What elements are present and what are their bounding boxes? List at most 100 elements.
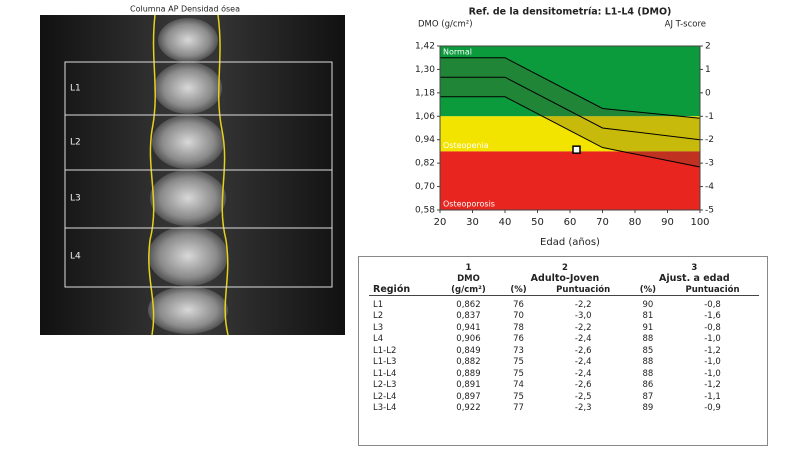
cell: 74 xyxy=(513,380,524,391)
table-row: DMO Adulto-Joven Ajust. a edad xyxy=(369,273,759,284)
header-cell: 2 xyxy=(562,263,568,273)
cell: -1,0 xyxy=(704,368,721,379)
y2-tick-label: 0 xyxy=(705,88,711,98)
cell: -0,8 xyxy=(704,322,721,333)
roi-boxes xyxy=(64,61,333,288)
cell: 86 xyxy=(642,380,654,391)
table-row: L2-L4 0,897 75 -2,5 87 -1,1 xyxy=(369,391,759,403)
table-row: L1 0,862 76 -2,2 90 -0,8 xyxy=(369,295,759,311)
y2-tick-label: -2 xyxy=(705,135,714,145)
x-tick-label: 80 xyxy=(629,217,642,228)
zone xyxy=(440,116,700,152)
cell: 81 xyxy=(642,311,654,322)
cell: 88 xyxy=(642,334,654,345)
scan-title: Columna AP Densidad ósea xyxy=(130,4,240,14)
cell: 76 xyxy=(513,334,524,345)
header-cell: Ajust. a edad xyxy=(659,273,730,284)
y2-tick-label: 2 xyxy=(705,42,711,52)
cell: 70 xyxy=(513,311,524,322)
y-tick-label: 1,30 xyxy=(415,65,435,75)
cell: 75 xyxy=(513,357,524,368)
header-cell: DMO xyxy=(457,273,480,284)
cell: 0,891 xyxy=(456,380,481,391)
spine-edge xyxy=(217,14,229,336)
cell: 75 xyxy=(513,391,524,402)
cell: L3 xyxy=(373,322,384,333)
header-cell: Región xyxy=(373,284,411,295)
zone-label: Osteopenia xyxy=(443,141,489,150)
cell: -2,3 xyxy=(574,403,592,414)
cell: L3-L4 xyxy=(373,403,397,414)
cell: 91 xyxy=(642,322,654,333)
y-tick-label: 0,58 xyxy=(415,206,435,216)
x-axis-label: Edad (años) xyxy=(540,237,600,248)
x-tick-label: 50 xyxy=(531,217,544,228)
y-tick-label: 0,70 xyxy=(415,182,435,192)
header-cell: (g/cm²) xyxy=(451,284,486,295)
x-tick-label: 90 xyxy=(661,217,674,228)
cell: 76 xyxy=(500,295,537,311)
cell: 0,837 xyxy=(456,311,481,322)
cell: L4 xyxy=(373,334,384,345)
header-cell: (%) xyxy=(639,284,656,295)
results-table: 1 2 3 DMO Adulto-Joven Ajust. a edad Región (g/… xyxy=(358,256,768,446)
table-row: L3 0,941 78 -2,2 91 -0,8 xyxy=(369,322,759,334)
y2-tick-label: 1 xyxy=(705,65,711,75)
cell: L2 xyxy=(373,311,384,322)
table-row: L2-L3 0,891 74 -2,6 86 -1,2 xyxy=(369,380,759,392)
spine-edge xyxy=(148,14,156,336)
cell: -0,9 xyxy=(704,403,721,414)
cell: -1,0 xyxy=(704,357,721,368)
patient-point xyxy=(572,145,581,154)
y-tick-label: 0,82 xyxy=(415,159,435,169)
table-row: L2 0,837 70 -3,0 81 -1,6 xyxy=(369,311,759,323)
vertebra-label: L3 xyxy=(70,194,81,204)
table-row: Región (g/cm²) (%) Puntuación (%) Puntuación xyxy=(369,284,759,296)
table-row: L1-L4 0,889 75 -2,4 88 -1,0 xyxy=(369,368,759,380)
x-tick-label: 30 xyxy=(466,217,479,228)
x-tick-label: 40 xyxy=(499,217,512,228)
table-row: L3-L4 0,922 77 -2,3 89 -0,9 xyxy=(369,403,759,415)
cell: 89 xyxy=(642,403,654,414)
table-row: L1-L2 0,849 73 -2,6 85 -1,2 xyxy=(369,345,759,357)
reference-curve xyxy=(440,96,701,168)
cell: -2,2 xyxy=(536,295,630,311)
cell: L1-L2 xyxy=(373,345,397,356)
cell: -1,6 xyxy=(704,311,721,322)
x-tick-label: 100 xyxy=(690,217,709,228)
vertebra-label: L2 xyxy=(70,138,81,148)
header-cell: 3 xyxy=(691,263,698,273)
cell: -2,6 xyxy=(574,345,592,356)
header-cell: Adulto-Joven xyxy=(530,273,600,284)
cell: -2,6 xyxy=(574,380,592,391)
x-tick-label: 70 xyxy=(596,217,609,228)
age-band xyxy=(440,57,700,168)
chart-title: Ref. de la densitometría: L1-L4 (DMO) xyxy=(469,7,672,18)
cell: 0,882 xyxy=(456,357,481,368)
cell: -0,8 xyxy=(666,295,759,311)
cell: 75 xyxy=(513,368,524,379)
cell: L1-L3 xyxy=(373,357,397,368)
cell: -3,0 xyxy=(574,311,592,322)
cell: 0,862 xyxy=(436,295,501,311)
cell: L1-L4 xyxy=(373,368,397,379)
y-tick-label: 1,42 xyxy=(415,42,435,52)
y2-tick-label: -1 xyxy=(705,112,714,122)
cell: 0,906 xyxy=(456,334,481,345)
zone-label: Osteoporosis xyxy=(443,200,495,209)
cell: -1,2 xyxy=(704,380,721,391)
cell: L2-L3 xyxy=(373,380,397,391)
cell: 85 xyxy=(642,345,654,356)
reference-curve xyxy=(440,57,701,119)
y2-tick-label: -3 xyxy=(705,159,714,169)
cell: -2,4 xyxy=(574,334,592,345)
cell: L2-L4 xyxy=(373,391,397,402)
x-tick-label: 60 xyxy=(564,217,577,228)
cell: 87 xyxy=(642,391,654,402)
table: 1 2 3 DMO Adulto-Joven Ajust. a edad Región (g/… xyxy=(369,263,759,414)
cell: 0,849 xyxy=(456,345,481,356)
cell: 73 xyxy=(513,345,524,356)
table-row: L1-L3 0,882 75 -2,4 88 -1,0 xyxy=(369,357,759,369)
